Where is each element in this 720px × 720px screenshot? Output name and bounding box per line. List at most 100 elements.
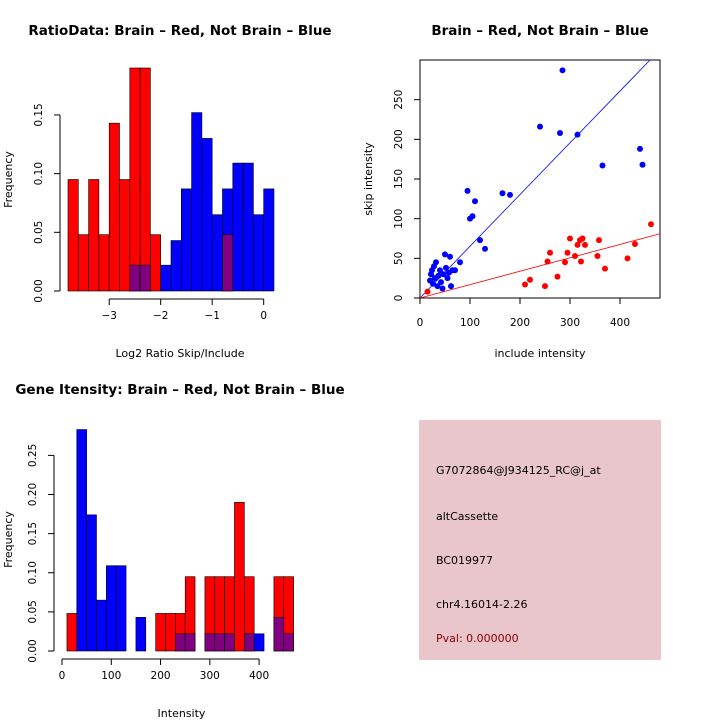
chart1-bar-not-brain [253,214,264,292]
chart2-point-brain [544,258,551,265]
chart2-point-brain [547,249,553,256]
chart3-bar-not-brain [115,565,127,652]
chart2-point-brain [582,241,588,248]
chart1-bar-not-brain [232,162,244,292]
chart2-point-not-brain [443,264,449,271]
chart1-bar-brain [88,179,100,292]
chart2-point-brain [542,283,548,290]
chart1-bar-not-brain [191,112,203,292]
chart1-x-tick-label: −1 [204,310,219,322]
chart1-bar-brain [150,234,161,292]
chart3-y-tick-label: 0.00 [27,639,39,662]
chart1-title: RatioData: Brain – Red, Not Brain – Blue [28,23,331,39]
chart2-point-not-brain [434,283,441,290]
chart2-point-not-brain [448,283,454,290]
chart2-point-not-brain [599,162,606,169]
probe-id-text: G7072864@J934125_RC@j_at [436,464,601,477]
chart3-bar-brain [155,613,166,652]
chart3-y-tick-label: 0.20 [27,483,39,506]
chart3-x-tick-label: 100 [101,670,121,682]
chart2-y-tick-label: 200 [393,129,405,149]
chart1-xlabel: Log2 Ratio Skip/Include [115,347,244,360]
chart3-bar-overlap [214,633,225,652]
chart1-bar-not-brain [170,240,182,292]
chart3-bar-overlap [224,633,235,652]
chart1-bar-not-brain [180,188,192,292]
chart2-point-brain [648,221,654,228]
chart3-ylabel: Frequency [2,511,15,568]
chart2-y-tick-label: 150 [393,169,405,189]
chart3-bar-overlap [175,633,186,652]
pval-text: Pval: 0.000000 [436,632,519,645]
chart1-bar-brain [119,179,131,292]
chart1-bar-overlap [139,264,151,292]
chart3-y-tick-label: 0.05 [27,600,39,623]
chart3-bar-overlap [244,633,255,652]
chart1-ylabel: Frequency [2,151,15,208]
chart2-point-brain [527,276,533,283]
chart1-x-tick-label: 0 [260,310,267,322]
chart2-point-not-brain [442,251,448,258]
chart3-x-tick-label: 300 [200,670,220,682]
chart2-xlabel: include intensity [494,347,586,360]
chart2-y-tick-label: 250 [393,90,405,110]
chart2-point-brain [596,237,602,244]
chart2-point-brain [424,288,431,295]
chart2-plot-box [419,59,661,299]
chart1-y-tick-label: 0.15 [33,103,45,126]
chart3-bar-overlap [283,633,294,652]
chart3-bar-not-brain [135,617,147,652]
chart2-point-brain [594,252,601,259]
chart3-bar-not-brain [253,633,265,652]
chart2-point-not-brain [447,253,453,260]
chart1-bar-overlap [222,234,234,292]
chart3-bar-brain [165,613,176,652]
chart2-point-brain [578,258,584,265]
chart1-bar-not-brain [160,264,172,292]
chart1-bar-brain [129,67,141,292]
chart2-point-not-brain [439,285,446,292]
chart2-point-not-brain [452,267,458,274]
chart2-point-not-brain [537,123,543,130]
chart2-point-not-brain [469,213,476,220]
chart2-point-not-brain [499,190,506,197]
chart2-point-brain [579,235,586,242]
chart2-point-not-brain [435,272,442,279]
chart2-point-brain [562,259,568,266]
chart2-point-brain [572,252,578,259]
chart1-bar-overlap [129,264,141,292]
chart2-fit-line-brain [419,233,661,299]
chart1-bar-brain [77,234,89,292]
chart3-x-tick-label: 200 [151,670,171,682]
event-type-text: altCassette [436,510,499,523]
chart2-point-brain [554,273,561,280]
chart3-xlabel: Intensity [158,707,206,720]
info-panel: G7072864@J934125_RC@j_at altCassette BC0… [419,420,661,660]
chart3-y-tick-label: 0.25 [27,444,39,467]
chart2-x-tick-label: 400 [610,317,630,329]
chart2-x-tick-label: 0 [417,317,424,329]
chart2-y-tick-label: 50 [393,252,405,265]
chart2-ylabel: skip intensity [362,142,375,216]
chart2-x-tick-label: 100 [460,317,480,329]
chart2-point-not-brain [437,267,443,274]
chart3-bar-overlap [184,633,196,652]
chart2-point-not-brain [482,245,488,252]
chart2-point-not-brain [440,271,447,278]
chart2-title: Brain – Red, Not Brain – Blue [431,23,648,39]
chart2-point-not-brain [574,131,581,138]
chart2-point-brain [522,281,528,288]
chart3-bar-not-brain [96,599,107,652]
chart2-point-not-brain [457,259,463,266]
chart2-point-not-brain [559,67,566,74]
chart1-bar-not-brain [211,214,223,292]
chart2-point-not-brain [637,145,643,152]
chart2-point-not-brain [472,198,478,205]
chart3-bar-overlap [273,617,285,652]
chart2-y-tick-label: 100 [393,209,405,229]
chart2-point-brain [567,235,573,242]
chart2-point-not-brain [438,279,444,286]
chart2-point-not-brain [430,280,436,287]
location-text: chr4.16014-2.26 [436,598,528,611]
chart2-x-tick-label: 300 [560,317,580,329]
